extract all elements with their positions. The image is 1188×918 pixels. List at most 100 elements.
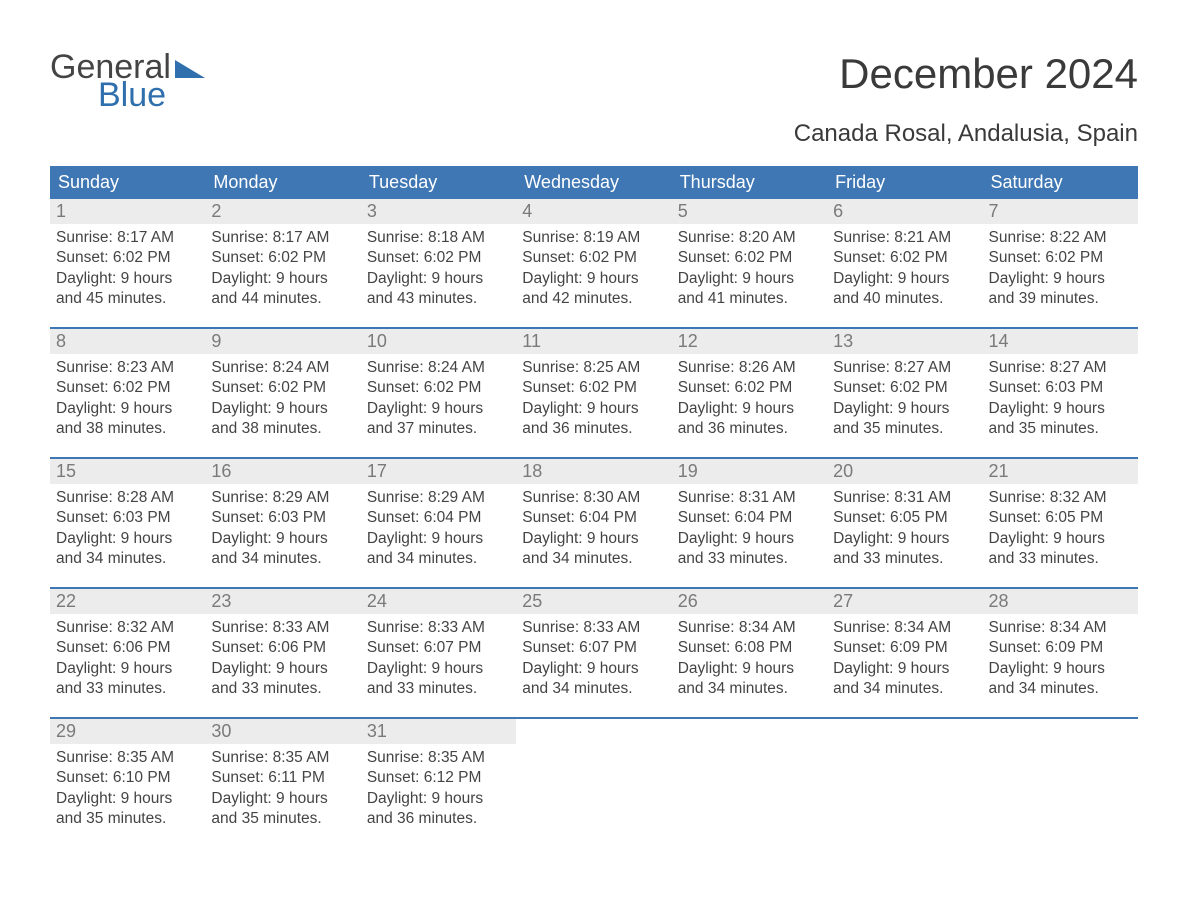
daylight-line-1: Daylight: 9 hours — [211, 529, 354, 549]
day-number: 24 — [361, 589, 516, 614]
sunset-line: Sunset: 6:02 PM — [833, 378, 976, 398]
weekday-header: Wednesday — [516, 166, 671, 199]
daylight-line-2: and 34 minutes. — [522, 679, 665, 699]
day-body: Sunrise: 8:22 AMSunset: 6:02 PMDaylight:… — [983, 224, 1138, 318]
daylight-line-2: and 43 minutes. — [367, 289, 510, 309]
calendar-day-cell: 12Sunrise: 8:26 AMSunset: 6:02 PMDayligh… — [672, 329, 827, 457]
sunset-line: Sunset: 6:02 PM — [989, 248, 1132, 268]
day-body: Sunrise: 8:31 AMSunset: 6:04 PMDaylight:… — [672, 484, 827, 578]
sunrise-line: Sunrise: 8:22 AM — [989, 228, 1132, 248]
daylight-line-1: Daylight: 9 hours — [833, 529, 976, 549]
sunrise-line: Sunrise: 8:18 AM — [367, 228, 510, 248]
day-number: 11 — [516, 329, 671, 354]
day-body: Sunrise: 8:28 AMSunset: 6:03 PMDaylight:… — [50, 484, 205, 578]
day-body: Sunrise: 8:33 AMSunset: 6:07 PMDaylight:… — [516, 614, 671, 708]
daylight-line-2: and 34 minutes. — [211, 549, 354, 569]
day-number: 9 — [205, 329, 360, 354]
daylight-line-1: Daylight: 9 hours — [989, 659, 1132, 679]
daylight-line-2: and 34 minutes. — [989, 679, 1132, 699]
sunrise-line: Sunrise: 8:34 AM — [989, 618, 1132, 638]
day-body: Sunrise: 8:31 AMSunset: 6:05 PMDaylight:… — [827, 484, 982, 578]
day-number: 8 — [50, 329, 205, 354]
calendar-day-cell: 22Sunrise: 8:32 AMSunset: 6:06 PMDayligh… — [50, 589, 205, 717]
sunset-line: Sunset: 6:09 PM — [833, 638, 976, 658]
sunrise-line: Sunrise: 8:30 AM — [522, 488, 665, 508]
day-number: 3 — [361, 199, 516, 224]
day-number: 23 — [205, 589, 360, 614]
sunrise-line: Sunrise: 8:35 AM — [211, 748, 354, 768]
daylight-line-1: Daylight: 9 hours — [56, 269, 199, 289]
sunset-line: Sunset: 6:06 PM — [211, 638, 354, 658]
logo-word-blue: Blue — [98, 78, 211, 112]
calendar-day-cell: 20Sunrise: 8:31 AMSunset: 6:05 PMDayligh… — [827, 459, 982, 587]
sunrise-line: Sunrise: 8:20 AM — [678, 228, 821, 248]
weekday-header: Friday — [827, 166, 982, 199]
calendar-day-cell: 19Sunrise: 8:31 AMSunset: 6:04 PMDayligh… — [672, 459, 827, 587]
day-number: 6 — [827, 199, 982, 224]
calendar-day-cell: 25Sunrise: 8:33 AMSunset: 6:07 PMDayligh… — [516, 589, 671, 717]
daylight-line-2: and 34 minutes. — [833, 679, 976, 699]
calendar-day-cell: 6Sunrise: 8:21 AMSunset: 6:02 PMDaylight… — [827, 199, 982, 327]
day-body: Sunrise: 8:17 AMSunset: 6:02 PMDaylight:… — [50, 224, 205, 318]
daylight-line-1: Daylight: 9 hours — [678, 399, 821, 419]
calendar-week-row: 29Sunrise: 8:35 AMSunset: 6:10 PMDayligh… — [50, 717, 1138, 847]
daylight-line-2: and 38 minutes. — [211, 419, 354, 439]
logo: General Blue — [50, 50, 211, 112]
day-body: Sunrise: 8:19 AMSunset: 6:02 PMDaylight:… — [516, 224, 671, 318]
day-number: 29 — [50, 719, 205, 744]
calendar-day-cell: 27Sunrise: 8:34 AMSunset: 6:09 PMDayligh… — [827, 589, 982, 717]
sunrise-line: Sunrise: 8:24 AM — [211, 358, 354, 378]
calendar-day-cell: 5Sunrise: 8:20 AMSunset: 6:02 PMDaylight… — [672, 199, 827, 327]
daylight-line-1: Daylight: 9 hours — [522, 529, 665, 549]
day-number-empty — [516, 719, 671, 744]
calendar-day-cell: 17Sunrise: 8:29 AMSunset: 6:04 PMDayligh… — [361, 459, 516, 587]
sunset-line: Sunset: 6:04 PM — [678, 508, 821, 528]
sunrise-line: Sunrise: 8:26 AM — [678, 358, 821, 378]
sunrise-line: Sunrise: 8:29 AM — [211, 488, 354, 508]
sunset-line: Sunset: 6:02 PM — [678, 248, 821, 268]
calendar: Sunday Monday Tuesday Wednesday Thursday… — [50, 166, 1138, 847]
sunrise-line: Sunrise: 8:33 AM — [211, 618, 354, 638]
sunset-line: Sunset: 6:05 PM — [833, 508, 976, 528]
day-number: 4 — [516, 199, 671, 224]
day-number: 13 — [827, 329, 982, 354]
daylight-line-2: and 33 minutes. — [833, 549, 976, 569]
calendar-day-cell: 31Sunrise: 8:35 AMSunset: 6:12 PMDayligh… — [361, 719, 516, 847]
sunrise-line: Sunrise: 8:35 AM — [56, 748, 199, 768]
calendar-day-cell: 14Sunrise: 8:27 AMSunset: 6:03 PMDayligh… — [983, 329, 1138, 457]
day-number: 16 — [205, 459, 360, 484]
calendar-day-cell: 13Sunrise: 8:27 AMSunset: 6:02 PMDayligh… — [827, 329, 982, 457]
page-title: December 2024 — [839, 50, 1138, 98]
day-body: Sunrise: 8:33 AMSunset: 6:07 PMDaylight:… — [361, 614, 516, 708]
day-number: 18 — [516, 459, 671, 484]
sunrise-line: Sunrise: 8:32 AM — [989, 488, 1132, 508]
day-body: Sunrise: 8:24 AMSunset: 6:02 PMDaylight:… — [205, 354, 360, 448]
sunrise-line: Sunrise: 8:27 AM — [833, 358, 976, 378]
day-number: 25 — [516, 589, 671, 614]
day-body: Sunrise: 8:35 AMSunset: 6:12 PMDaylight:… — [361, 744, 516, 838]
sunrise-line: Sunrise: 8:23 AM — [56, 358, 199, 378]
day-body: Sunrise: 8:24 AMSunset: 6:02 PMDaylight:… — [361, 354, 516, 448]
day-number: 21 — [983, 459, 1138, 484]
daylight-line-1: Daylight: 9 hours — [522, 659, 665, 679]
calendar-day-cell: 4Sunrise: 8:19 AMSunset: 6:02 PMDaylight… — [516, 199, 671, 327]
daylight-line-2: and 35 minutes. — [211, 809, 354, 829]
calendar-day-cell: 29Sunrise: 8:35 AMSunset: 6:10 PMDayligh… — [50, 719, 205, 847]
daylight-line-1: Daylight: 9 hours — [367, 789, 510, 809]
calendar-day-cell: 2Sunrise: 8:17 AMSunset: 6:02 PMDaylight… — [205, 199, 360, 327]
calendar-day-cell — [672, 719, 827, 847]
sunset-line: Sunset: 6:04 PM — [367, 508, 510, 528]
day-body: Sunrise: 8:17 AMSunset: 6:02 PMDaylight:… — [205, 224, 360, 318]
day-number: 20 — [827, 459, 982, 484]
daylight-line-1: Daylight: 9 hours — [211, 399, 354, 419]
sunset-line: Sunset: 6:02 PM — [367, 248, 510, 268]
daylight-line-2: and 33 minutes. — [989, 549, 1132, 569]
sunset-line: Sunset: 6:02 PM — [56, 248, 199, 268]
day-number: 27 — [827, 589, 982, 614]
calendar-day-cell: 30Sunrise: 8:35 AMSunset: 6:11 PMDayligh… — [205, 719, 360, 847]
day-body: Sunrise: 8:27 AMSunset: 6:03 PMDaylight:… — [983, 354, 1138, 448]
daylight-line-1: Daylight: 9 hours — [522, 399, 665, 419]
daylight-line-2: and 38 minutes. — [56, 419, 199, 439]
sunrise-line: Sunrise: 8:28 AM — [56, 488, 199, 508]
daylight-line-1: Daylight: 9 hours — [211, 659, 354, 679]
